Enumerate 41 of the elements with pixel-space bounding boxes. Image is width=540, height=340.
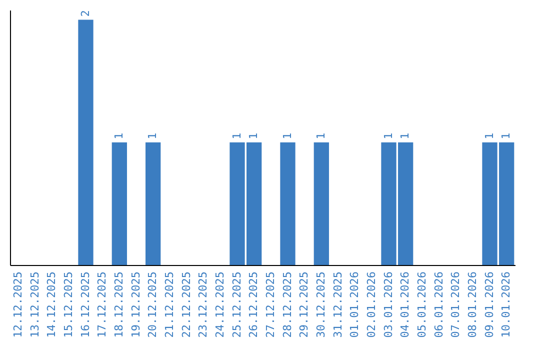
x-tick-label: 21.12.2025 [162,272,176,338]
x-tick-label: 19.12.2025 [129,272,142,338]
data-label: 1 [112,132,126,140]
data-label: 1 [398,132,412,140]
x-tick-label: 03.01.2026 [382,272,395,338]
x-tick-label: 18.12.2025 [112,272,126,338]
x-tick-label: 10.01.2026 [500,272,513,338]
x-tick-label: 29.12.2025 [298,272,311,338]
x-tick-label: 13.12.2025 [28,272,42,338]
x-tick-label: 20.12.2025 [146,272,160,338]
x-tick-label: 24.12.2025 [213,272,226,338]
x-tick-label: 16.12.2025 [78,272,92,338]
x-tick-label: 27.12.2025 [264,272,277,338]
x-tick-label: 04.01.2026 [398,272,412,338]
data-label: 1 [314,132,328,140]
data-label: 1 [500,132,513,140]
x-tick-label: 28.12.2025 [280,272,294,338]
x-tick-label: 26.12.2025 [247,272,260,338]
x-tick-label: 14.12.2025 [45,272,58,338]
x-tick-label: 31.12.2025 [331,272,344,338]
data-label: 1 [382,132,395,140]
data-label: 1 [280,132,294,140]
x-tick-label: 05.01.2026 [415,272,428,338]
x-tick-label: 07.01.2026 [449,272,462,338]
data-label: 1 [146,132,160,140]
x-tick-label: 25.12.2025 [230,272,244,338]
data-label: 2 [78,10,92,17]
data-label: 1 [230,132,244,140]
x-tick-label: 06.01.2026 [432,272,446,338]
x-tick-label: 23.12.2025 [196,272,210,338]
x-tick-label: 08.01.2026 [466,272,479,338]
x-tick-label: 15.12.2025 [62,272,75,338]
x-tick-label: 01.01.2026 [348,272,362,338]
x-tick-label: 17.12.2025 [96,272,109,338]
x-tick-label: 30.12.2025 [314,272,328,338]
data-label: 1 [482,132,496,140]
data-label: 1 [247,132,260,140]
x-tick-label: 02.01.2026 [364,272,378,338]
x-tick-label: 09.01.2026 [482,272,496,338]
x-tick-label: 22.12.2025 [180,272,193,338]
x-tick-label: 12.12.2025 [11,272,24,338]
